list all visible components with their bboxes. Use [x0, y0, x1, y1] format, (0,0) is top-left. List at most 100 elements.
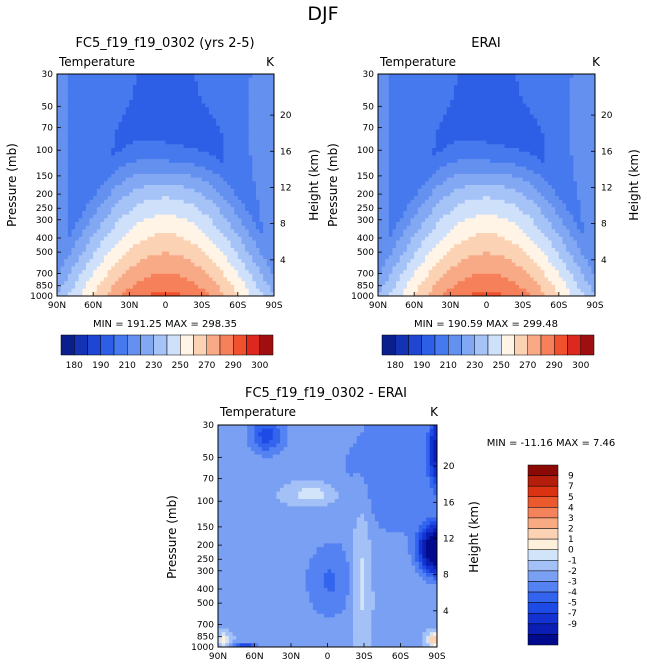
field-cell — [259, 88, 264, 94]
field-cell — [378, 144, 383, 149]
field-cell — [89, 192, 94, 197]
field-cell — [573, 133, 578, 138]
field-cell — [169, 140, 174, 145]
field-cell — [172, 77, 177, 82]
field-cell — [154, 173, 159, 179]
field-cell — [263, 173, 268, 179]
field-cell — [198, 284, 203, 290]
field-cell — [508, 85, 513, 90]
field-cell — [490, 103, 495, 108]
field-cell — [216, 185, 221, 190]
field-cell — [176, 88, 181, 94]
field-cell — [515, 96, 520, 101]
field-cell — [67, 277, 73, 282]
field-cell — [450, 144, 455, 149]
field-cell — [111, 162, 116, 168]
field-cell — [237, 266, 243, 271]
field-cell — [482, 77, 488, 82]
field-cell — [169, 266, 174, 271]
field-cell — [169, 166, 174, 171]
field-cell — [143, 118, 149, 123]
field-cell — [508, 96, 513, 101]
field-cell — [85, 136, 91, 142]
field-cell — [172, 181, 177, 186]
field-cell — [67, 262, 73, 267]
field-cell — [85, 133, 91, 138]
field-cell — [537, 107, 542, 112]
field-cell — [576, 96, 582, 101]
field-cell — [104, 259, 109, 264]
field-cell — [64, 192, 69, 197]
field-cell — [252, 292, 257, 296]
field-cell — [143, 162, 149, 168]
field-cell — [266, 159, 271, 164]
field-cell — [194, 96, 199, 101]
field-cell — [479, 74, 484, 79]
field-cell — [468, 118, 473, 123]
field-cell — [122, 107, 127, 112]
field-cell — [237, 247, 243, 253]
field-cell — [60, 240, 65, 245]
field-cell — [57, 229, 62, 234]
colorbar-swatch — [193, 334, 207, 356]
field-cell — [245, 155, 250, 160]
field-cell — [435, 144, 441, 149]
field-cell — [266, 284, 271, 290]
field-cell — [60, 185, 65, 190]
field-cell — [158, 118, 163, 123]
field-cell — [392, 136, 397, 142]
field-cell — [190, 247, 196, 253]
field-cell — [216, 148, 221, 153]
field-cell — [205, 266, 210, 271]
field-cell — [230, 125, 235, 131]
field-cell — [100, 255, 105, 260]
field-cell — [71, 85, 76, 90]
field-cell — [96, 88, 101, 94]
field-cell — [587, 144, 592, 149]
field-cell — [252, 192, 257, 197]
field-cell — [158, 273, 163, 279]
field-cell — [190, 81, 196, 86]
field-cell — [64, 292, 69, 296]
field-cell — [75, 177, 80, 182]
field-cell — [67, 151, 73, 156]
field-cell — [201, 162, 206, 168]
field-cell — [241, 107, 246, 112]
field-cell — [158, 81, 163, 86]
field-cell — [96, 210, 101, 216]
field-cell — [223, 118, 228, 123]
field-cell — [158, 192, 163, 197]
field-cell — [165, 133, 170, 138]
field-cell — [537, 114, 542, 119]
field-cell — [165, 125, 170, 131]
field-cell — [165, 281, 170, 286]
field-cell — [497, 88, 502, 94]
field-cell — [226, 96, 232, 101]
field-cell — [472, 129, 477, 134]
field-cell — [417, 136, 422, 142]
field-cell — [60, 162, 65, 168]
field-cell — [176, 244, 181, 249]
field-cell — [158, 244, 163, 249]
field-cell — [519, 144, 524, 149]
field-cell — [104, 140, 109, 145]
field-cell — [107, 166, 112, 171]
field-cell — [57, 270, 62, 275]
field-cell — [576, 88, 582, 94]
field-cell — [194, 148, 199, 153]
field-cell — [57, 136, 62, 142]
field-cell — [111, 155, 116, 160]
field-cell — [201, 103, 206, 108]
field-cell — [75, 266, 80, 271]
field-cell — [526, 144, 531, 149]
field-cell — [584, 103, 589, 108]
field-cell — [183, 210, 188, 216]
field-cell — [270, 236, 274, 242]
field-cell — [226, 159, 232, 164]
field-cell — [212, 214, 217, 219]
field-cell — [187, 292, 192, 296]
field-cell — [472, 111, 477, 116]
field-cell — [212, 85, 217, 90]
field-cell — [143, 207, 149, 212]
field-cell — [158, 251, 163, 256]
